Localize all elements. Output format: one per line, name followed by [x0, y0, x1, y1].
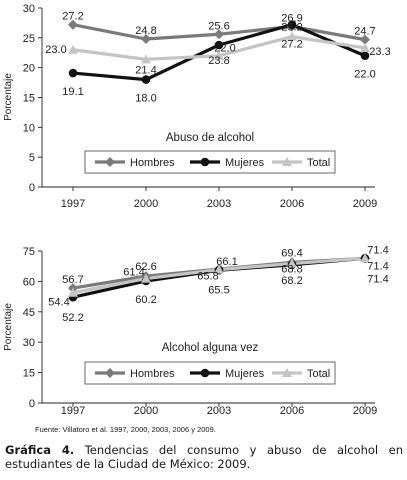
- data-point-mujeres: [360, 51, 370, 61]
- data-label: 65.8: [197, 271, 218, 283]
- data-point-hombres: [360, 34, 370, 45]
- data-point-mujeres: [141, 75, 151, 84]
- y-axis-label: Porcentaje: [3, 303, 14, 351]
- y-tick-label: 30: [23, 337, 35, 349]
- legend-marker-mujeres: [200, 157, 210, 167]
- data-point-hombres: [68, 19, 78, 30]
- caption-text: Tendencias del consumo y abuso de alcoho…: [5, 443, 403, 471]
- y-tick-label: 10: [23, 122, 35, 134]
- data-label: 23.0: [45, 44, 66, 56]
- data-label: 23.8: [208, 55, 229, 67]
- y-tick-label: 15: [23, 93, 35, 105]
- legend-marker-total: [282, 157, 292, 166]
- x-tick-label: 1997: [61, 198, 85, 210]
- data-label: 68.2: [281, 275, 302, 287]
- chart-title: Alcohol alguna vez: [162, 342, 259, 354]
- x-tick-label: 2000: [134, 198, 158, 210]
- x-tick-label: 2003: [207, 405, 231, 417]
- data-label: 23.3: [369, 46, 390, 58]
- data-label: 71.4: [367, 273, 388, 285]
- y-tick-label: 25: [23, 33, 35, 45]
- data-label: 54.4: [48, 297, 69, 309]
- data-label: 71.4: [367, 244, 388, 256]
- data-label: 60.2: [135, 294, 156, 306]
- legend-marker-hombres: [105, 368, 115, 378]
- legend-label-mujeres: Mujeres: [225, 368, 265, 380]
- legend-label-total: Total: [307, 368, 330, 380]
- data-label: 21.4: [135, 64, 156, 76]
- legend-marker-total: [282, 368, 292, 377]
- data-label: 52.2: [62, 312, 83, 324]
- legend-marker-hombres: [105, 157, 115, 167]
- legend-label-mujeres: Mujeres: [225, 157, 265, 169]
- data-label: 18.0: [135, 93, 156, 105]
- figure-charts: 0 5 10 15 20 25 30 1997 2000 2003 2006 2009 Porcenta…: [3, 3, 391, 417]
- source-note: Fuente: Villatoro et al. 1997, 2000, 200…: [35, 425, 216, 434]
- data-label: 71.4: [367, 260, 388, 272]
- data-point-total: [141, 273, 151, 283]
- x-tick-label: 2006: [280, 405, 304, 417]
- chart-panel-1: 0 5 10 15 20 25 30 1997 2000 2003 2006 2009 Porcenta…: [3, 3, 391, 210]
- caption-label: Gráfica 4.: [5, 443, 75, 457]
- data-label: 26.9: [281, 12, 302, 24]
- y-tick-label: 0: [29, 398, 35, 410]
- data-label: 68.8: [281, 264, 302, 276]
- chart-panel-2: 0 15 30 45 60 75 1997 2000 2003 2006 2009 Porcentaj…: [3, 244, 389, 417]
- data-point-total: [287, 258, 297, 268]
- data-label: 69.4: [281, 247, 302, 259]
- data-label: 24.8: [135, 25, 156, 37]
- y-tick-label: 15: [23, 368, 35, 380]
- chart-title: Abuso de alcohol: [166, 132, 254, 144]
- data-label: 27.2: [281, 39, 302, 51]
- data-point-hombres: [214, 29, 224, 40]
- x-tick-label: 2006: [280, 198, 304, 210]
- x-tick-label: 1997: [61, 405, 85, 417]
- data-point-total: [287, 31, 297, 41]
- data-label: 66.1: [216, 256, 237, 268]
- data-point-total: [214, 50, 224, 60]
- data-point-mujeres: [214, 40, 224, 50]
- data-label: 24.7: [354, 26, 375, 38]
- data-point-mujeres: [287, 20, 297, 30]
- data-point-hombres: [141, 34, 151, 45]
- x-tick-label: 2009: [353, 405, 377, 417]
- data-point-total: [141, 54, 151, 64]
- x-tick-label: 2009: [353, 198, 377, 210]
- x-tick-label: 2000: [134, 405, 158, 417]
- data-label: 61.4: [123, 267, 144, 279]
- y-tick-label: 60: [23, 276, 35, 288]
- data-point-total: [360, 42, 370, 52]
- y-tick-label: 45: [23, 307, 35, 319]
- y-tick-label: 20: [23, 63, 35, 75]
- x-tick-label: 2003: [207, 198, 231, 210]
- data-point-total: [360, 253, 370, 263]
- data-point-mujeres: [68, 68, 78, 78]
- data-point-total: [214, 264, 224, 274]
- data-label: 22.0: [214, 43, 235, 55]
- data-label: 25.2: [281, 22, 302, 34]
- data-point-total: [68, 44, 78, 54]
- data-label: 25.6: [208, 20, 229, 32]
- legend-marker-mujeres: [200, 368, 210, 378]
- data-label: 19.1: [62, 86, 83, 98]
- y-tick-label: 0: [29, 182, 35, 194]
- data-point-total: [68, 287, 78, 297]
- data-label: 56.7: [62, 274, 83, 286]
- data-label: 62.6: [135, 261, 156, 273]
- y-tick-label: 30: [23, 3, 35, 15]
- y-tick-label: 5: [29, 152, 35, 164]
- legend-label-total: Total: [307, 157, 330, 169]
- figure-caption: Gráfica 4. Tendencias del consumo y abus…: [5, 443, 403, 471]
- legend-label-hombres: Hombres: [130, 157, 175, 169]
- data-label: 22.0: [354, 69, 375, 81]
- y-axis-label: Porcentaje: [3, 73, 14, 121]
- data-label: 65.5: [208, 284, 229, 296]
- legend-label-hombres: Hombres: [130, 368, 175, 380]
- data-label: 27.2: [62, 11, 83, 23]
- y-tick-label: 75: [23, 246, 35, 258]
